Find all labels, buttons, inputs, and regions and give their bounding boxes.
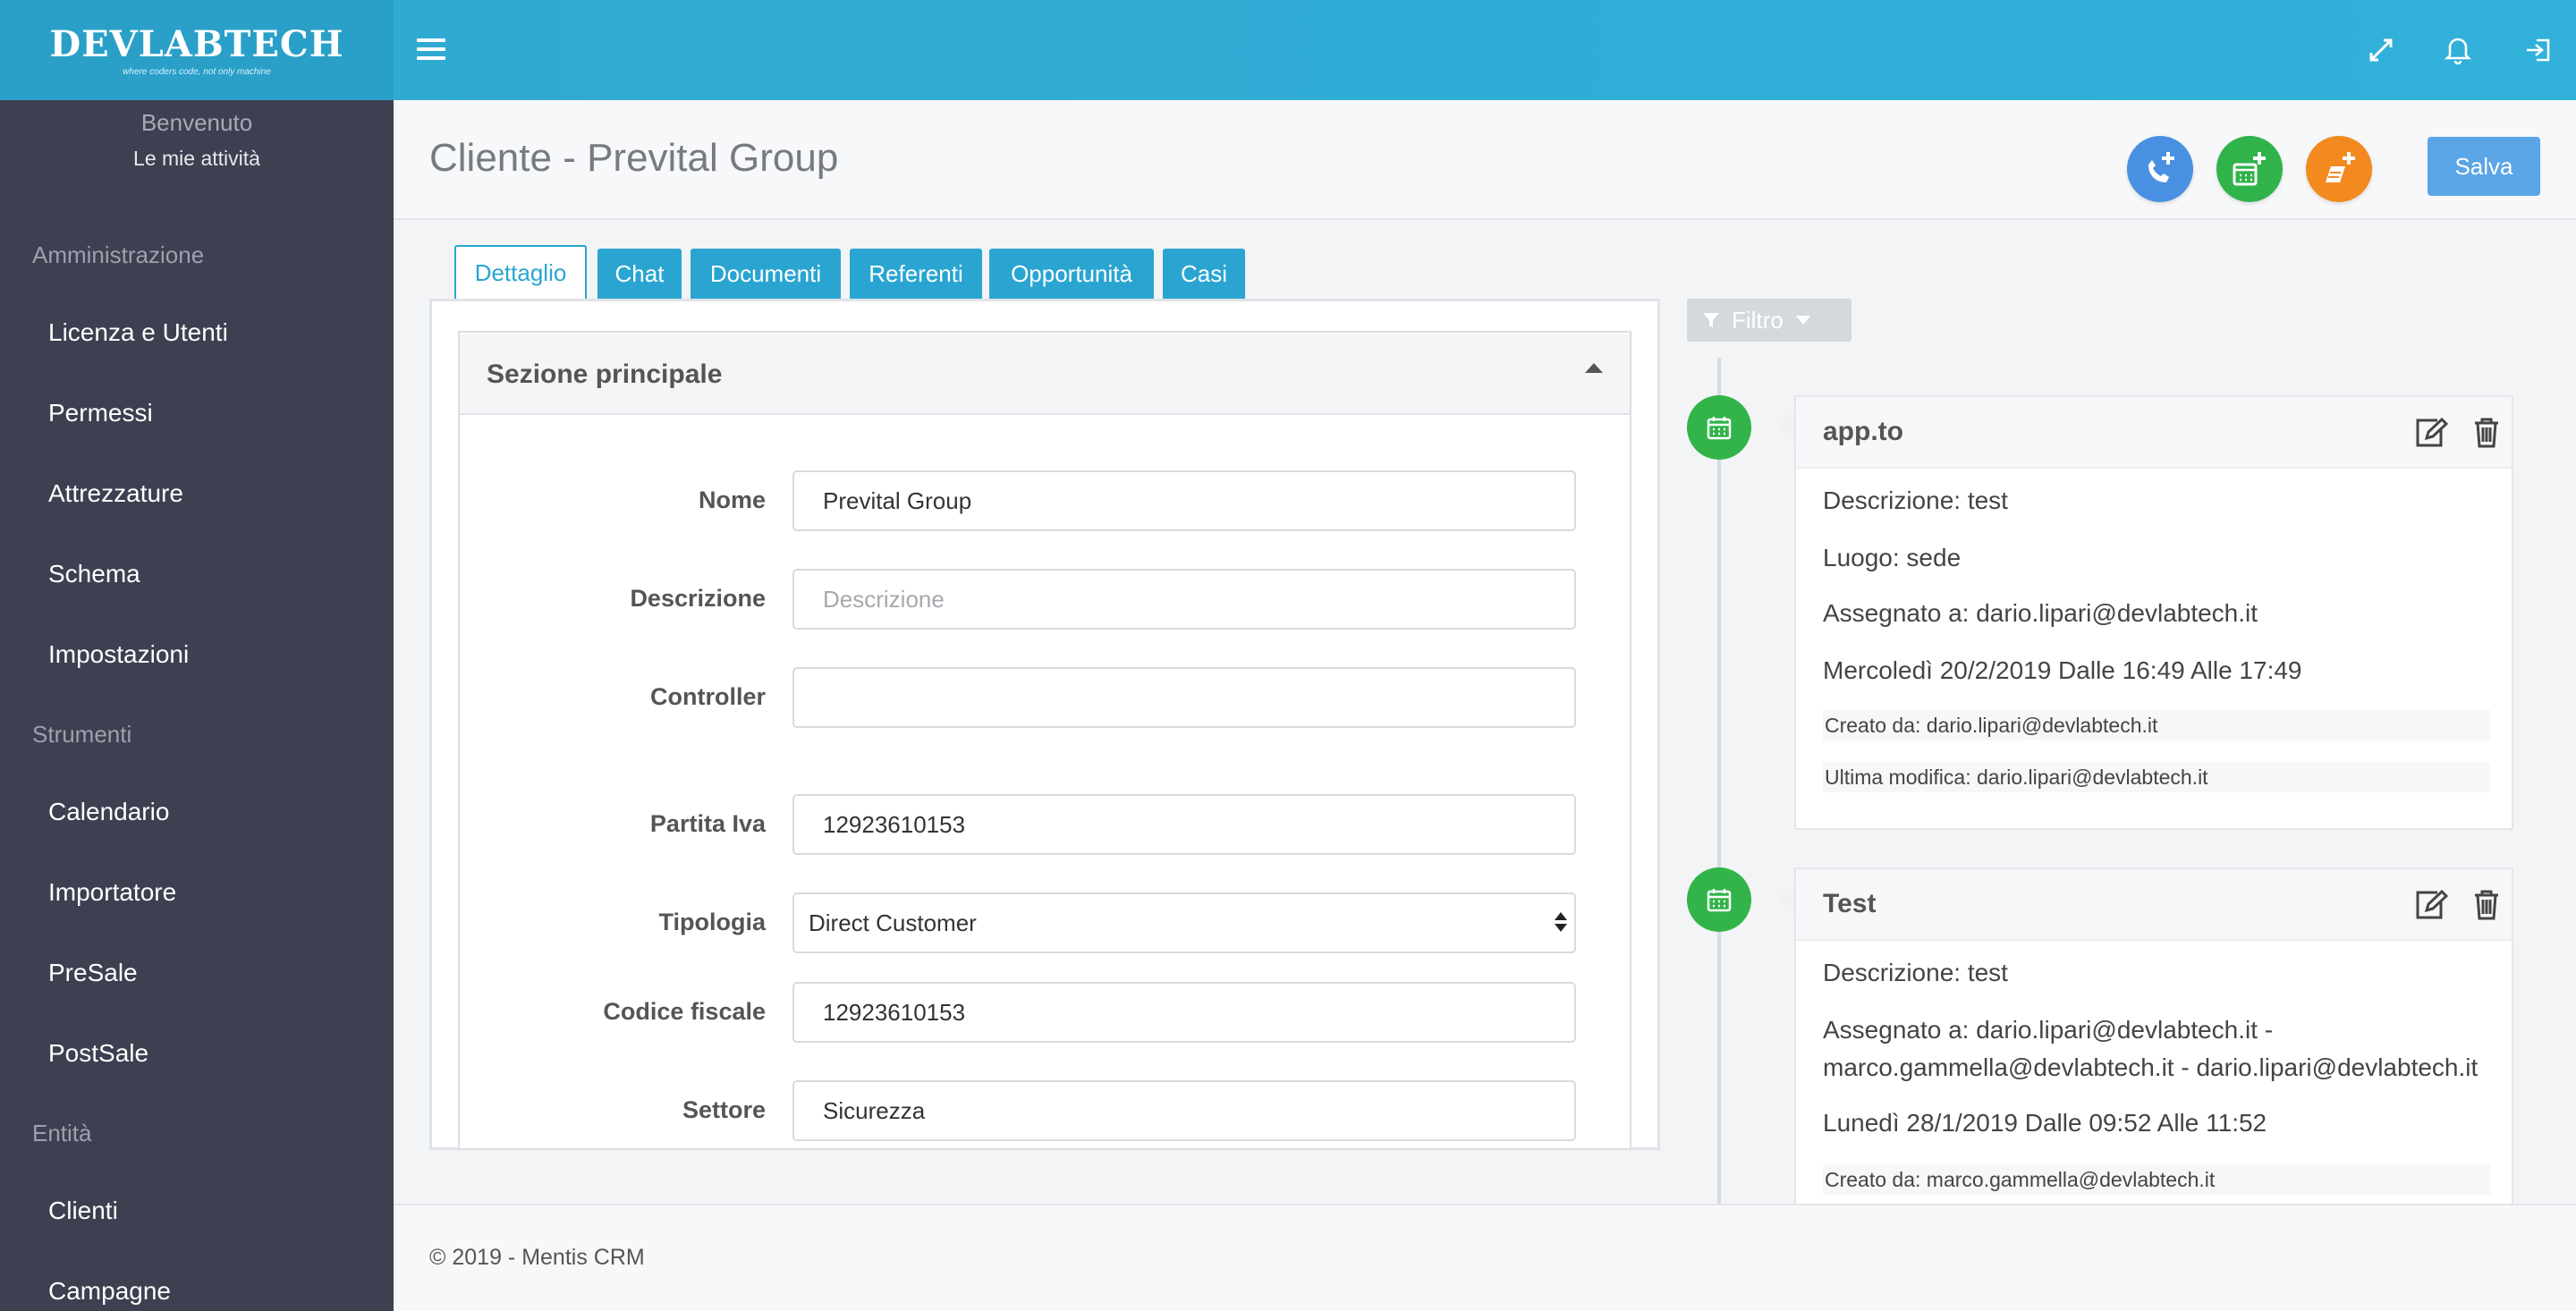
tab-documenti[interactable]: Documenti	[691, 249, 841, 299]
event-created-by: Creato da: marco.gammella@devlabtech.it	[1823, 1164, 2490, 1195]
sidebar-section-amministrazione: Amministrazione	[32, 241, 205, 268]
sidebar-item-campagne[interactable]: Campagne	[48, 1277, 171, 1305]
tab-opportunita[interactable]: Opportunità	[989, 249, 1154, 299]
logout-icon[interactable]	[2521, 32, 2556, 68]
phone-plus-icon	[2148, 152, 2174, 182]
filter-label: Filtro	[1732, 306, 1784, 334]
tab-dettaglio[interactable]: Dettaglio	[454, 245, 587, 299]
tipologia-label: Tipologia	[658, 909, 767, 935]
sidebar-item-licenza-utenti[interactable]: Licenza e Utenti	[48, 318, 228, 346]
event-description: Descrizione: test	[1823, 486, 2008, 514]
tipologia-selected-value: Direct Customer	[809, 909, 977, 936]
tipologia-select[interactable]: Direct Customer	[792, 892, 1576, 953]
event-description: Descrizione: test	[1823, 959, 2008, 986]
sidebar-item-postsale[interactable]: PostSale	[48, 1039, 149, 1067]
event-header	[1796, 397, 2512, 469]
collapse-caret-icon[interactable]	[1585, 363, 1603, 373]
brand-name: DEVLABTECH	[49, 23, 344, 65]
trash-icon[interactable]	[2469, 887, 2504, 923]
timeline-arrow	[1776, 410, 1794, 445]
nome-label: Nome	[698, 486, 766, 513]
sidebar-item-impostazioni[interactable]: Impostazioni	[48, 640, 190, 668]
brand-logo[interactable]: DEVLABTECH where coders code, not only m…	[0, 0, 394, 100]
sidebar-item-importatore[interactable]: Importatore	[48, 878, 177, 906]
timeline-event-card: Test Descrizione: test Assegnato a: dari…	[1794, 867, 2513, 1204]
event-datetime: Lunedì 28/1/2019 Dalle 09:52 Alle 11:52	[1823, 1109, 2267, 1137]
controller-label: Controller	[649, 683, 766, 710]
timeline-event-card: app.to Descrizione: test Luogo: sede Ass…	[1794, 395, 2513, 830]
save-button[interactable]: Salva	[2428, 137, 2540, 196]
add-call-button[interactable]	[2127, 136, 2193, 202]
partita-iva-input[interactable]: 12923610153	[792, 794, 1576, 855]
caret-down-icon	[1795, 316, 1810, 325]
calendar-icon	[1687, 395, 1751, 460]
event-created-by: Creato da: dario.lipari@devlabtech.it	[1823, 710, 2490, 740]
brand-tagline: where coders code, not only machine	[123, 67, 271, 77]
my-activities-link[interactable]: Le mie attività	[133, 147, 260, 170]
main-section-title: Sezione principale	[487, 359, 723, 389]
note-plus-icon	[2326, 152, 2355, 182]
sidebar-item-permessi[interactable]: Permessi	[48, 399, 153, 427]
tab-chat[interactable]: Chat	[597, 249, 682, 299]
controller-input[interactable]	[792, 667, 1576, 728]
sidebar-section-entita: Entità	[32, 1120, 92, 1146]
timeline-arrow	[1776, 882, 1794, 918]
tab-casi[interactable]: Casi	[1163, 249, 1245, 299]
edit-icon[interactable]	[2413, 887, 2449, 923]
event-title: app.to	[1823, 417, 1903, 446]
nome-input[interactable]: Prevital Group	[792, 470, 1576, 531]
event-modified-by: Ultima modifica: dario.lipari@devlabtech…	[1823, 762, 2490, 792]
sidebar-section-strumenti: Strumenti	[32, 721, 132, 748]
sidebar-item-calendario[interactable]: Calendario	[48, 798, 170, 825]
sidebar-item-attrezzature[interactable]: Attrezzature	[48, 479, 183, 507]
codice-fiscale-label: Codice fiscale	[603, 998, 766, 1025]
event-title: Test	[1823, 889, 1877, 918]
filter-icon	[1703, 313, 1719, 327]
expand-icon[interactable]	[2363, 32, 2399, 68]
bell-icon[interactable]	[2440, 32, 2476, 68]
add-appointment-button[interactable]	[2216, 136, 2283, 202]
settore-label: Settore	[682, 1096, 766, 1123]
descrizione-input[interactable]: Descrizione	[792, 569, 1576, 630]
event-location: Luogo: sede	[1823, 544, 1962, 571]
welcome-text: Benvenuto	[140, 109, 253, 136]
event-assignee-continued: marco.gammella@devlabtech.it - dario.lip…	[1823, 1053, 2479, 1081]
sidebar-item-schema[interactable]: Schema	[48, 560, 140, 588]
footer	[394, 1204, 2576, 1311]
filter-button[interactable]: Filtro	[1687, 299, 1852, 342]
sidebar-item-clienti[interactable]: Clienti	[48, 1197, 118, 1224]
codice-fiscale-input[interactable]: 12923610153	[792, 982, 1576, 1043]
edit-icon[interactable]	[2413, 415, 2449, 451]
event-datetime: Mercoledì 20/2/2019 Dalle 16:49 Alle 17:…	[1823, 656, 2302, 684]
trash-icon[interactable]	[2469, 415, 2504, 451]
main-section-header[interactable]	[460, 334, 1630, 415]
sidebar-item-presale[interactable]: PreSale	[48, 959, 138, 986]
tab-referenti[interactable]: Referenti	[850, 249, 982, 299]
add-note-button[interactable]	[2306, 136, 2372, 202]
settore-input[interactable]: Sicurezza	[792, 1080, 1576, 1141]
page-title: Cliente - Prevital Group	[429, 136, 839, 180]
select-arrows-icon	[1555, 912, 1567, 932]
calendar-plus-icon	[2233, 152, 2266, 186]
content-header	[394, 100, 2576, 220]
footer-text: © 2019 - Mentis CRM	[429, 1245, 645, 1270]
event-assignee: Assegnato a: dario.lipari@devlabtech.it	[1823, 599, 2258, 627]
hamburger-icon[interactable]	[417, 34, 445, 64]
partita-iva-label: Partita Iva	[649, 810, 766, 837]
sidebar	[0, 100, 394, 1311]
event-assignee: Assegnato a: dario.lipari@devlabtech.it …	[1823, 1016, 2274, 1044]
descrizione-label: Descrizione	[630, 585, 766, 612]
calendar-icon	[1687, 867, 1751, 932]
timeline-line	[1717, 358, 1721, 1207]
event-header	[1796, 869, 2512, 941]
